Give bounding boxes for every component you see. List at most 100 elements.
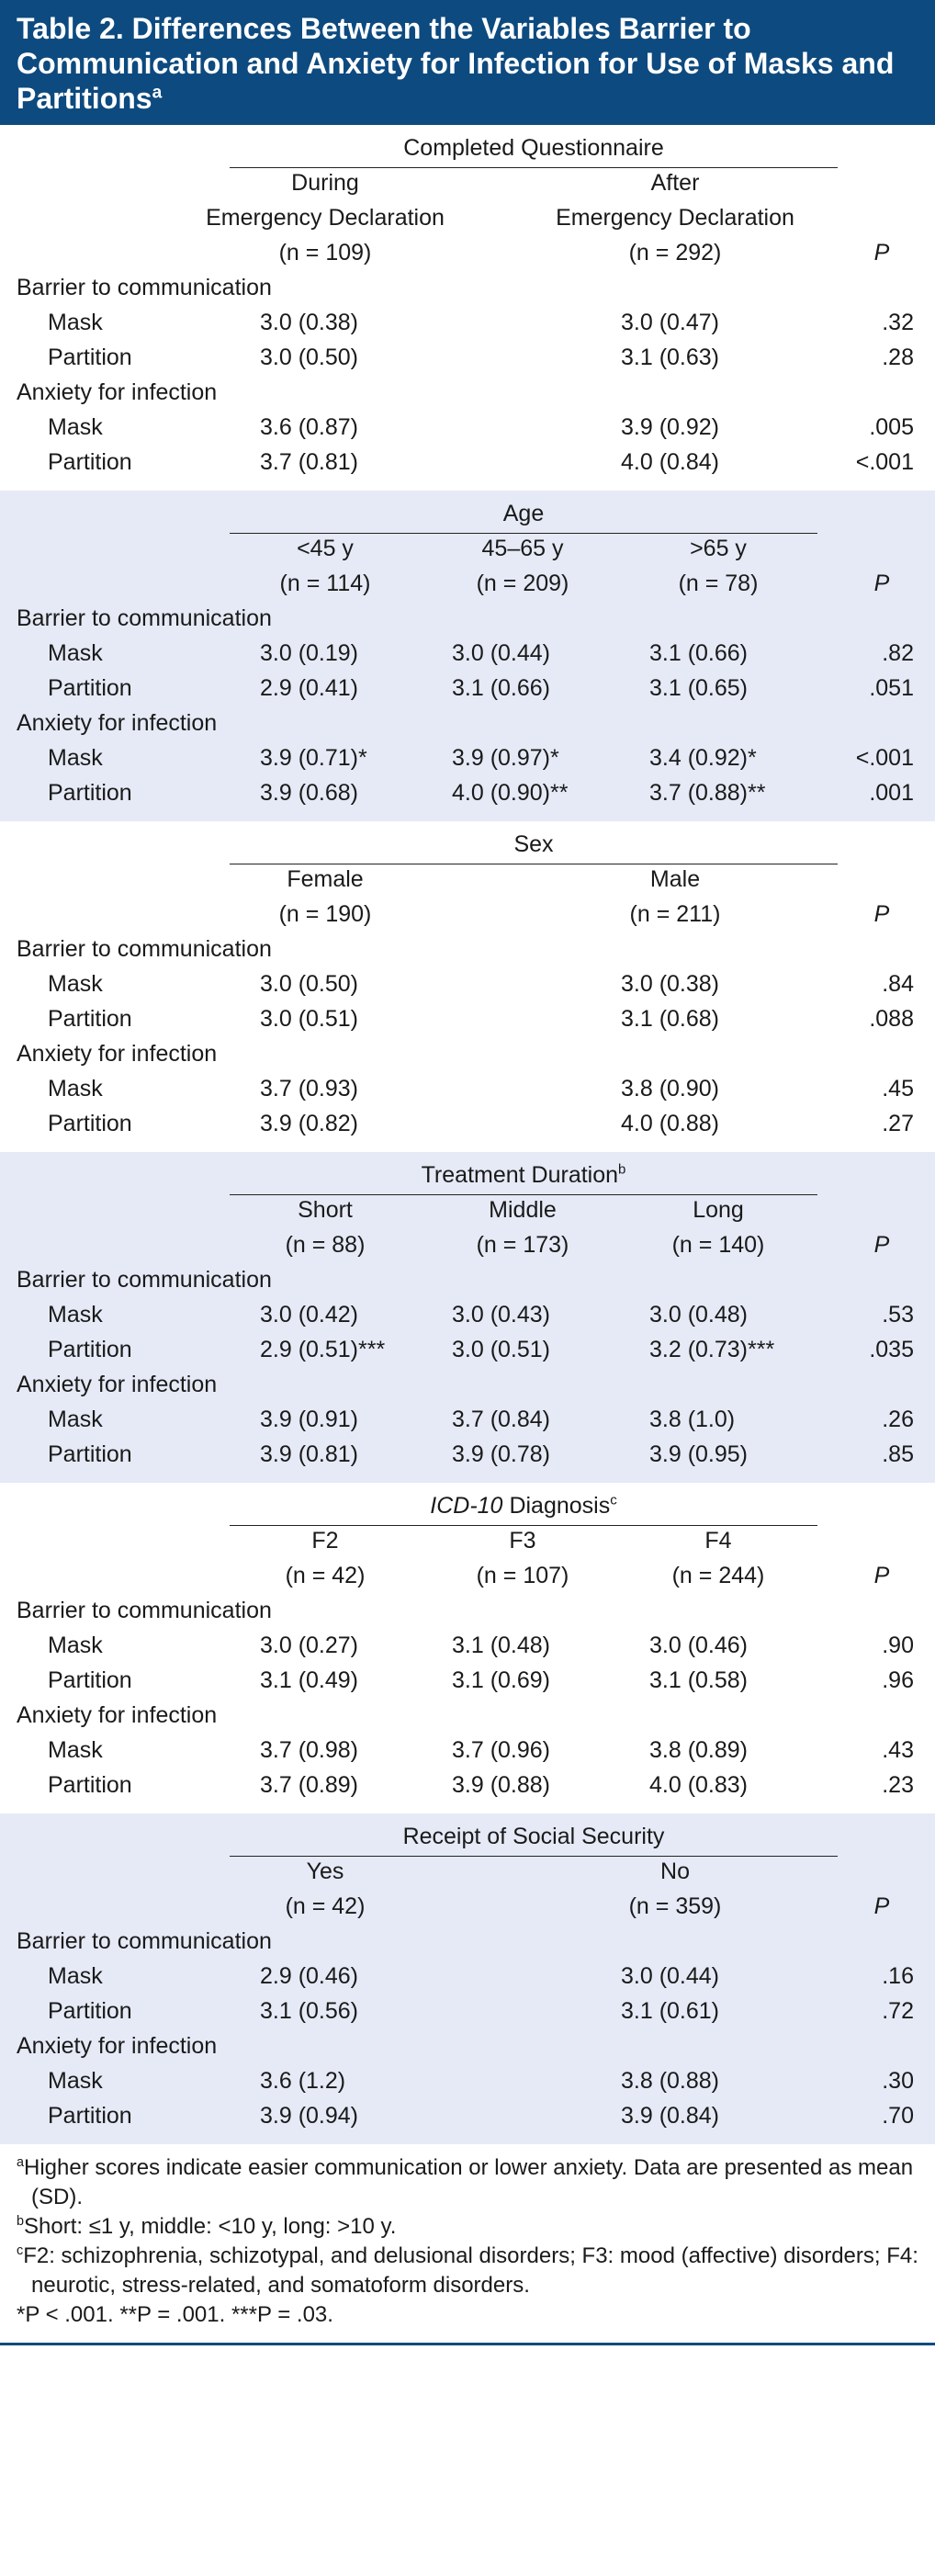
footnote-mark: c	[17, 2243, 24, 2258]
p-value: .035	[869, 1337, 914, 1362]
cell-value: 4.0 (0.84)	[621, 449, 720, 475]
column-label: F4	[704, 1528, 732, 1554]
row-label: Partition	[48, 1111, 132, 1136]
group-row: Anxiety for infection	[0, 1698, 935, 1733]
heading-text: Diagnosis	[509, 1493, 611, 1519]
table-body: Completed Questionnaire During After Emerge…	[0, 125, 935, 2144]
heading-text: Treatment Duration	[421, 1162, 619, 1188]
cell-value: 3.6 (1.2)	[260, 2068, 346, 2094]
title-note: a	[152, 83, 163, 103]
group-row: Anxiety for infection	[0, 1036, 935, 1071]
cell-value: 3.0 (0.50)	[260, 345, 359, 370]
column-n: (n = 140)	[671, 1232, 765, 1258]
cell-value: 3.9 (0.91)	[260, 1407, 359, 1432]
row-label: Mask	[48, 310, 103, 335]
column-header-row: (n = 190) (n = 211) P	[0, 897, 935, 932]
group-label: Barrier to communication	[17, 936, 272, 962]
cell-value: 3.9 (0.81)	[260, 1441, 359, 1467]
footnote-text: Higher scores indicate easier communicat…	[24, 2155, 914, 2209]
column-label: Emergency Declaration	[556, 205, 794, 231]
data-row: Mask 3.0 (0.38) 3.0 (0.47) .32	[0, 305, 935, 340]
data-row: Mask 3.0 (0.27) 3.1 (0.48) 3.0 (0.46) .90	[0, 1628, 935, 1663]
group-row: Anxiety for infection	[0, 706, 935, 740]
p-value: .53	[882, 1302, 914, 1328]
cell-value: 2.9 (0.46)	[260, 1963, 359, 1989]
heading-note: b	[618, 1161, 626, 1178]
cell-value: 3.0 (0.42)	[260, 1302, 359, 1328]
column-label: Emergency Declaration	[206, 205, 445, 231]
cell-value: 3.7 (0.93)	[260, 1076, 359, 1102]
heading-italic: ICD-10	[430, 1493, 503, 1519]
cell-value: 3.0 (0.50)	[260, 971, 359, 997]
section-heading: Completed Questionnaire	[230, 130, 838, 165]
cell-value: 3.1 (0.61)	[621, 1998, 720, 2024]
cell-value: 3.7 (0.89)	[260, 1772, 359, 1798]
column-n: (n = 88)	[285, 1232, 366, 1258]
data-row: Partition 3.0 (0.51) 3.1 (0.68) .088	[0, 1001, 935, 1036]
group-label: Barrier to communication	[17, 605, 272, 631]
row-label: Mask	[48, 1407, 103, 1432]
footnote: aHigher scores indicate easier communica…	[17, 2153, 918, 2212]
cell-value: 3.7 (0.96)	[452, 1737, 551, 1763]
group-row: Barrier to communication	[0, 1593, 935, 1628]
p-header: P	[873, 571, 890, 596]
p-value: .001	[869, 780, 914, 806]
group-row: Barrier to communication	[0, 932, 935, 966]
section-heading-row: Receipt of Social Security	[0, 1819, 935, 1857]
cell-value: 3.0 (0.44)	[621, 1963, 720, 1989]
table-section: Sex Female Male (n = 190) (n = 211) P Barrier …	[0, 821, 935, 1152]
row-label: Mask	[48, 745, 103, 771]
cell-value: 3.7 (0.98)	[260, 1737, 359, 1763]
footnote-text: F2: schizophrenia, schizotypal, and delu…	[23, 2243, 918, 2298]
p-header: P	[873, 1563, 890, 1588]
p-value: .088	[869, 1006, 914, 1032]
column-n: (n = 209)	[476, 571, 569, 596]
row-label: Mask	[48, 1963, 103, 1989]
title-text: Table 2. Differences Between the Variabl…	[17, 12, 895, 115]
cell-value: 3.0 (0.38)	[260, 310, 359, 335]
row-label: Partition	[48, 1006, 132, 1032]
p-value: <.001	[855, 449, 914, 475]
cell-value: 3.0 (0.51)	[452, 1337, 551, 1362]
cell-value: 3.8 (0.88)	[621, 2068, 720, 2094]
cell-value: 3.1 (0.58)	[649, 1667, 749, 1693]
cell-value: 3.9 (0.97)*	[452, 745, 559, 771]
group-row: Anxiety for infection	[0, 2028, 935, 2063]
group-row: Barrier to communication	[0, 601, 935, 636]
cell-value: 3.0 (0.44)	[452, 640, 551, 666]
column-label: F3	[509, 1528, 536, 1554]
row-label: Mask	[48, 1633, 103, 1658]
column-n: (n = 114)	[279, 571, 371, 596]
group-label: Anxiety for infection	[17, 1041, 218, 1067]
data-row: Mask 3.9 (0.91) 3.7 (0.84) 3.8 (1.0) .26	[0, 1402, 935, 1437]
footnote-mark: b	[17, 2214, 25, 2229]
data-row: Mask 3.0 (0.19) 3.0 (0.44) 3.1 (0.66) .82	[0, 636, 935, 671]
p-value: .70	[882, 2103, 914, 2129]
footnote: bShort: ≤1 y, middle: <10 y, long: >10 y…	[17, 2212, 918, 2242]
section-heading-row: ICD-10 Diagnosisc	[0, 1488, 935, 1526]
footnotes: aHigher scores indicate easier communica…	[0, 2144, 935, 2345]
data-row: Partition 2.9 (0.51)*** 3.0 (0.51) 3.2 (0.7…	[0, 1332, 935, 1367]
cell-value: 3.1 (0.66)	[649, 640, 749, 666]
group-label: Anxiety for infection	[17, 2033, 218, 2059]
p-header: P	[873, 901, 890, 927]
heading-text: Receipt of Social Security	[402, 1824, 665, 1849]
table-section: Age <45 y 45–65 y >65 y (n = 114) (n = 209) (n…	[0, 491, 935, 821]
column-label: 45–65 y	[481, 536, 564, 561]
group-label: Anxiety for infection	[17, 710, 218, 736]
row-label: Partition	[48, 675, 132, 701]
column-n: (n = 173)	[476, 1232, 569, 1258]
section-heading: Sex	[230, 827, 838, 862]
data-row: Partition 2.9 (0.41) 3.1 (0.66) 3.1 (0.65).…	[0, 671, 935, 706]
p-value: .90	[882, 1633, 914, 1658]
column-label: Middle	[489, 1197, 557, 1223]
column-label: No	[660, 1859, 690, 1884]
cell-value: 3.0 (0.43)	[452, 1302, 551, 1328]
p-value: .82	[882, 640, 914, 666]
footnote-mark: a	[17, 2155, 25, 2170]
column-label: During	[291, 170, 359, 196]
column-label: F2	[311, 1528, 339, 1554]
p-value: .27	[882, 1111, 914, 1136]
data-row: Mask 2.9 (0.46) 3.0 (0.44) .16	[0, 1959, 935, 1994]
